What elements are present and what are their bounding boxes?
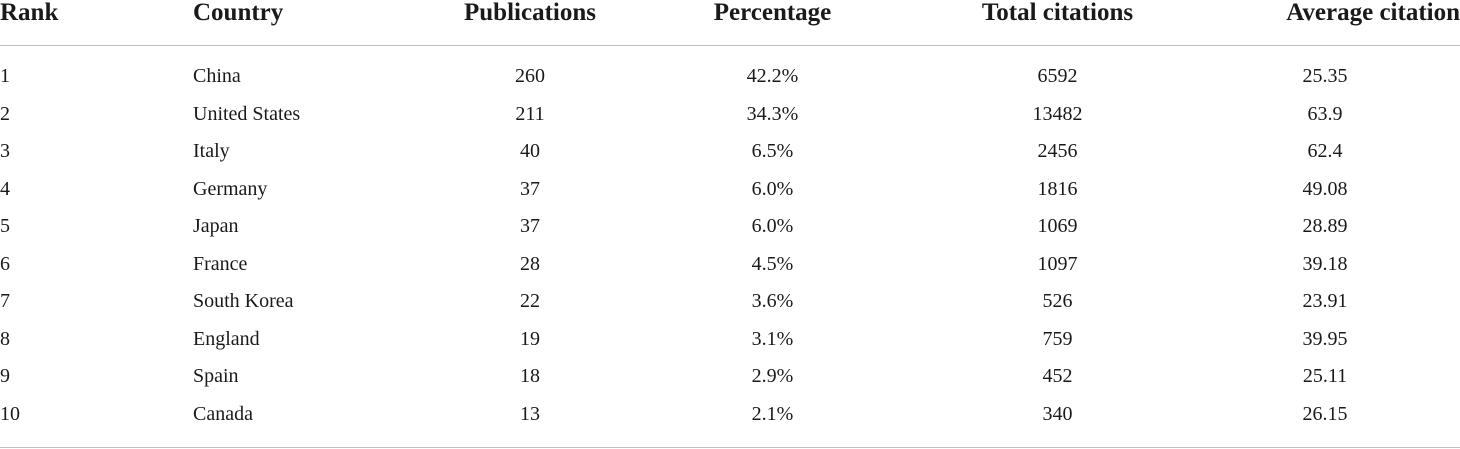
cell-country: China <box>193 65 241 87</box>
cell-publications: 260 <box>515 65 545 87</box>
cell-country: Japan <box>193 215 239 237</box>
header-total-citations: Total citations <box>925 0 1190 46</box>
table-row: 8 England 19 3.1% 759 39.95 <box>0 321 1460 359</box>
cell-country: South Korea <box>193 290 294 312</box>
cell-total-citations: 759 <box>1042 327 1073 350</box>
cell-publications: 37 <box>520 215 540 237</box>
cell-rank: 3 <box>0 140 10 162</box>
cell-average-citation: 23.91 <box>1302 290 1348 312</box>
cell-total-citations: 526 <box>1042 290 1073 312</box>
cell-total-citations: 1097 <box>1037 252 1078 275</box>
cell-rank: 6 <box>0 252 10 275</box>
cell-percentage: 2.9% <box>751 365 794 387</box>
cell-percentage: 6.5% <box>751 140 794 162</box>
cell-country: France <box>193 252 248 275</box>
cell-publications: 18 <box>520 365 540 387</box>
cell-percentage: 34.3% <box>746 102 799 125</box>
header-row: Rank Country Publications Percentage Tot… <box>0 0 1460 46</box>
cell-percentage: 42.2% <box>746 65 799 87</box>
cell-country: England <box>193 327 260 350</box>
cell-rank: 1 <box>0 65 10 87</box>
table-bottom-rule <box>0 447 1460 448</box>
cell-rank: 2 <box>0 102 10 125</box>
cell-total-citations: 452 <box>1042 365 1073 387</box>
cell-rank: 8 <box>0 327 10 350</box>
cell-publications: 40 <box>520 140 540 162</box>
header-country: Country <box>190 0 440 46</box>
cell-percentage: 3.1% <box>751 327 794 350</box>
table-row: 4 Germany 37 6.0% 1816 49.08 <box>0 171 1460 209</box>
cell-rank: 10 <box>0 402 20 425</box>
table-header: Rank Country Publications Percentage Tot… <box>0 0 1460 46</box>
cell-country: Italy <box>193 140 230 162</box>
table-body: 1 China 260 42.2% 6592 25.35 2 United States 211… <box>0 46 1460 446</box>
table-row: 10 Canada 13 2.1% 340 26.15 <box>0 396 1460 446</box>
header-rank: Rank <box>0 0 190 46</box>
header-publications: Publications <box>440 0 620 46</box>
cell-rank: 4 <box>0 177 10 200</box>
cell-rank: 9 <box>0 365 10 387</box>
table-row: 6 France 28 4.5% 1097 39.18 <box>0 246 1460 284</box>
cell-percentage: 6.0% <box>751 177 794 200</box>
cell-publications: 28 <box>520 252 540 275</box>
cell-average-citation: 26.15 <box>1302 402 1348 425</box>
cell-average-citation: 49.08 <box>1302 177 1348 200</box>
cell-percentage: 6.0% <box>751 215 794 237</box>
cell-country: Spain <box>193 365 239 387</box>
header-percentage: Percentage <box>620 0 925 46</box>
cell-average-citation: 39.18 <box>1302 252 1348 275</box>
table-row: 9 Spain 18 2.9% 452 25.11 <box>0 358 1460 396</box>
cell-rank: 7 <box>0 290 10 312</box>
cell-publications: 19 <box>520 327 540 350</box>
cell-average-citation: 25.35 <box>1302 65 1348 87</box>
cell-percentage: 2.1% <box>751 402 794 425</box>
cell-country: Canada <box>193 402 253 425</box>
table-row: 5 Japan 37 6.0% 1069 28.89 <box>0 208 1460 246</box>
table-row: 7 South Korea 22 3.6% 526 23.91 <box>0 283 1460 321</box>
cell-total-citations: 1069 <box>1037 215 1078 237</box>
header-average-citation: Average citation <box>1190 0 1460 46</box>
cell-publications: 211 <box>515 102 545 125</box>
cell-publications: 37 <box>520 177 540 200</box>
cell-country: Germany <box>193 177 268 200</box>
cell-average-citation: 63.9 <box>1307 102 1343 125</box>
cell-percentage: 4.5% <box>751 252 794 275</box>
cell-average-citation: 39.95 <box>1302 327 1348 350</box>
cell-rank: 5 <box>0 215 10 237</box>
table-row: 2 United States 211 34.3% 13482 63.9 <box>0 96 1460 134</box>
cell-total-citations: 13482 <box>1032 102 1083 125</box>
cell-country: United States <box>193 102 301 125</box>
table-row: 3 Italy 40 6.5% 2456 62.4 <box>0 133 1460 171</box>
cell-total-citations: 2456 <box>1037 140 1078 162</box>
cell-publications: 22 <box>520 290 540 312</box>
cell-average-citation: 62.4 <box>1307 140 1343 162</box>
cell-total-citations: 6592 <box>1037 65 1078 87</box>
cell-average-citation: 28.89 <box>1302 215 1348 237</box>
table-row: 1 China 260 42.2% 6592 25.35 <box>0 46 1460 96</box>
cell-total-citations: 340 <box>1042 402 1073 425</box>
cell-average-citation: 25.11 <box>1302 365 1348 387</box>
cell-total-citations: 1816 <box>1037 177 1078 200</box>
cell-percentage: 3.6% <box>751 290 794 312</box>
cell-publications: 13 <box>520 402 540 425</box>
